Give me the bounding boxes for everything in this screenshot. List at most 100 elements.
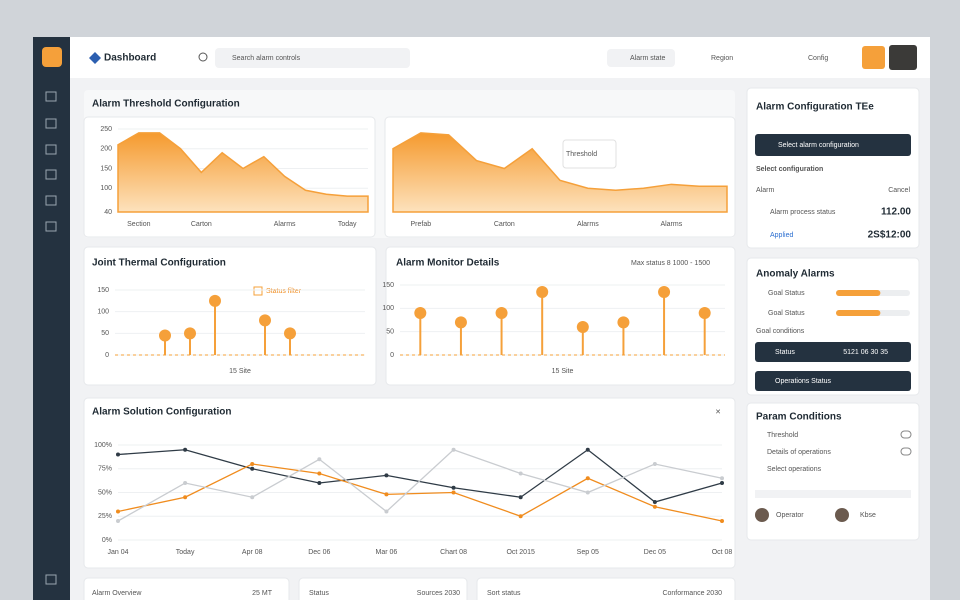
nav-icon[interactable] [45,118,57,129]
topbar [70,37,930,78]
point [652,504,657,509]
logo[interactable] [42,47,62,67]
x-tick-label: Prefab [411,221,432,228]
sidebar [33,37,70,600]
x-tick-label: Oct 2015 [506,549,535,556]
tooltip [562,139,617,169]
param-item: Details of operations [767,449,831,456]
x-tick-label: Mar 06 [376,549,398,556]
progress-bar [836,310,881,316]
panel-title: Joint Thermal Configuration [92,258,226,269]
point [576,321,589,333]
panel-title: Anomaly Alarms [756,269,835,280]
range-select[interactable]: Max status 8 1000 - 1500 [631,260,710,267]
point [317,471,322,476]
param-item: Select operations [767,466,822,473]
y-tick-label: 50% [98,489,112,496]
avatar[interactable] [889,45,917,70]
panel-title: Alarm Monitor Details [396,258,500,269]
x-tick-label: Dec 06 [308,549,330,556]
x-tick-label: Sep 05 [577,549,599,556]
nav-icon[interactable] [45,169,57,180]
panel-title: Alarm Configuration TEe [756,102,874,113]
y-tick-label: 100 [100,185,112,192]
point [698,307,711,319]
nav-icon[interactable] [45,144,57,155]
nav-icon[interactable] [45,221,57,232]
user-name[interactable]: Operator [776,512,804,519]
x-tick-label: Jan 04 [107,549,128,556]
row-label[interactable]: Applied [770,232,793,239]
y-tick-label: 150 [382,282,394,289]
point [617,316,630,329]
point [250,466,255,471]
y-tick-label: 200 [100,146,112,153]
action-button[interactable] [862,46,885,69]
status-button[interactable] [755,342,911,362]
toggle[interactable] [900,430,912,439]
point [495,307,508,319]
menu[interactable] [607,49,675,67]
point [384,473,389,478]
nav-icon[interactable] [45,91,57,102]
card [746,87,920,249]
search-box[interactable] [215,48,410,68]
x-tick-label: Alarms [577,221,599,228]
point [518,514,523,519]
point [451,447,456,452]
point [585,476,590,481]
user-name[interactable]: Kbse [860,512,876,519]
card [83,397,736,569]
x-tick-label: Alarms [274,221,296,228]
status-button[interactable] [755,371,911,391]
x-tick-label: Dec 05 [644,549,666,556]
point [250,462,255,466]
nav-icon[interactable] [45,195,57,206]
y-tick-label: 250 [100,126,112,133]
point [451,490,456,495]
y-tick-label: 0 [105,352,109,359]
footer-label: Alarm Overview [92,590,142,597]
point [159,329,171,342]
divider [755,490,911,498]
point [384,492,389,497]
footer-label: Conformance 2030 [662,590,722,597]
x-tick-label: Section [127,221,150,228]
point [585,447,590,452]
card [746,402,920,541]
point [384,509,389,514]
point [451,485,456,490]
x-tick-label: Today [176,549,195,556]
column-label: Alarm [756,187,774,194]
close-icon[interactable]: ✕ [715,409,721,416]
search-icon [198,52,208,62]
point [720,519,724,523]
x-tick-label: Chart 08 [440,549,467,556]
y-tick-label: 150 [97,287,109,294]
card [83,246,377,386]
panel-title: Alarm Solution Configuration [92,407,231,418]
point [183,447,188,452]
y-tick-label: 50 [386,329,394,336]
x-tick-label: Oct 08 [712,549,733,556]
panel-title: Alarm Threshold Configuration [92,99,240,110]
point [116,452,120,457]
point [259,314,271,327]
nav-icon[interactable] [45,574,57,585]
point [184,327,196,340]
bar-label: Goal Status [768,290,805,297]
point [652,462,657,466]
toggle[interactable] [900,447,912,456]
card [385,246,736,386]
sidebar-icons [45,91,57,585]
point [317,481,322,485]
brand-icon [89,52,101,64]
button-value: 5121 06 30 35 [843,349,888,356]
point [454,316,467,329]
row-value: 112.00 [881,207,911,218]
y-tick-label: 25% [98,513,112,520]
dropdown[interactable] [755,134,911,156]
point [116,519,120,523]
button-label: Status [775,349,795,356]
